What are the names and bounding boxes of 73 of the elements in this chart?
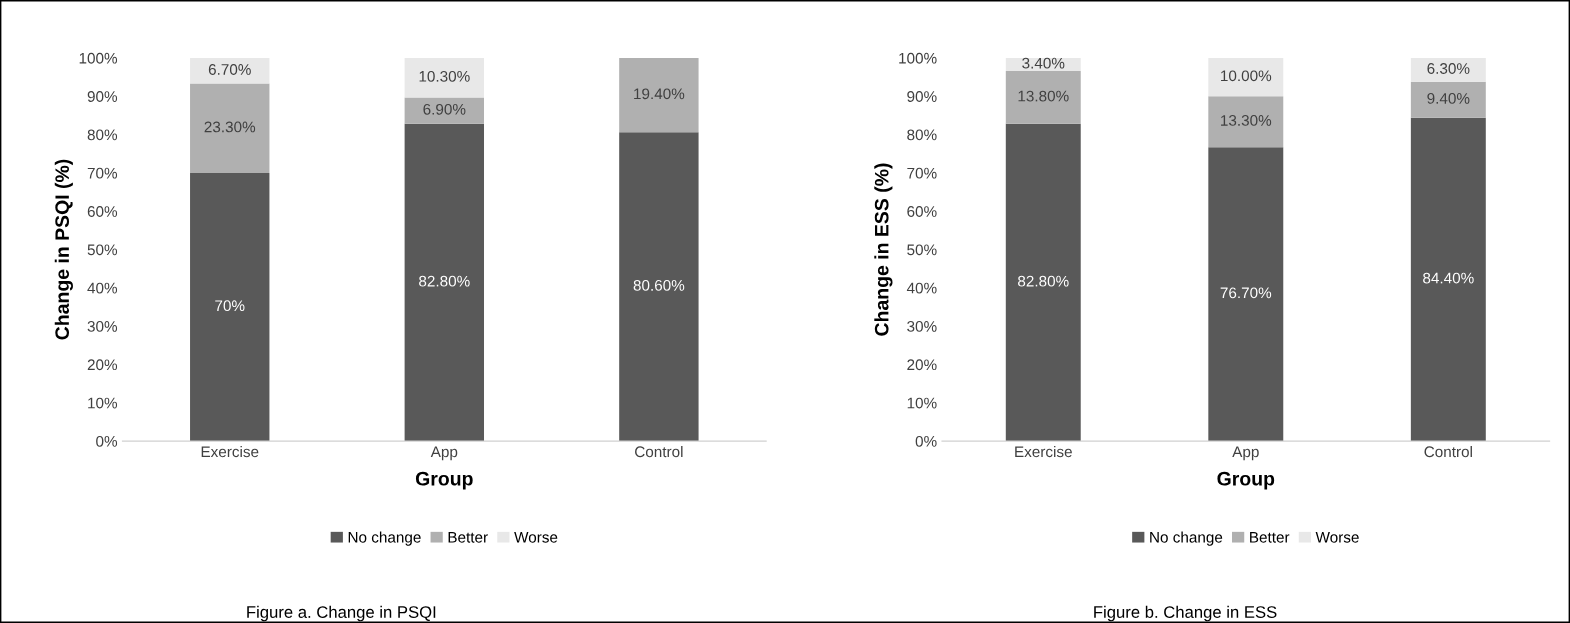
y-tick-label: 40% [87,282,118,294]
y-tick-label: 20% [907,359,937,371]
y-tick-label: 30% [907,321,937,332]
legend-label: No change [348,531,421,546]
y-tick-label: 90% [87,91,118,102]
y-axis-title: Change in PSQI (%) [54,159,73,340]
x-tick-label: Control [635,445,683,458]
legend-label: No change [1150,531,1223,546]
y-tick-label: 60% [87,206,118,217]
data-label: 82.80% [1018,275,1069,287]
x-tick-label: App [430,446,458,461]
y-tick-label: 90% [907,91,937,102]
text: Figure b. Change in ESS [1094,605,1277,622]
bar [1005,70,1081,124]
x-tick-label: Control [1424,445,1472,458]
bar [190,172,270,442]
bar [1410,117,1486,442]
y-tick-label: 70% [907,167,937,179]
data-label: 19.40% [634,88,685,100]
y-tick-label: 10% [907,397,937,409]
bar [619,57,699,133]
x-axis-title: Group [415,471,473,490]
data-label: 10.30% [419,70,470,82]
bar [1005,123,1081,442]
bar [404,57,484,98]
y-tick-label: 0% [96,435,118,447]
data-label: 84.40% [1423,272,1474,284]
y-tick-label: 10% [88,397,118,409]
data-label: 6.30% [1427,63,1470,74]
y-tick-label: 70% [87,167,118,179]
y-tick-label: 50% [87,244,118,256]
x-axis-title: Group [1217,471,1275,490]
bar [404,123,484,442]
y-axis-title: Change in ESS (%) [874,163,893,336]
y-tick-label: 100% [79,52,118,64]
text: Figure a. Change in PSQI [247,605,436,622]
data-label: 3.40% [1022,57,1065,69]
legend-label: Worse [1315,532,1359,543]
x-tick-label: App [1232,446,1259,461]
y-tick-label: 80% [87,129,118,141]
bar [1208,96,1284,148]
data-label: 80.60% [633,279,685,291]
data-label: 9.40% [1427,92,1470,104]
data-label: 13.30% [1221,115,1272,126]
data-label: 82.80% [419,275,470,287]
data-label: 6.70% [208,64,251,75]
data-label: 10.00% [1221,70,1272,82]
y-tick-label: 100% [899,52,937,64]
y-tick-label: 80% [907,129,937,141]
bar [404,97,484,124]
bar [1208,147,1284,442]
data-label: 70% [215,300,245,312]
x-tick-label: Exercise [1015,445,1072,458]
y-tick-label: 30% [87,321,118,332]
legend-label: Worse [514,532,558,543]
y-tick-label: 60% [907,206,937,217]
x-tick-label: Exercise [201,445,259,458]
bar [619,132,699,442]
y-tick-label: 0% [915,435,937,447]
bar [1208,57,1284,97]
bar [190,57,270,84]
bar [1410,57,1486,82]
y-tick-label: 50% [907,244,937,256]
data-label: 6.90% [423,103,466,115]
legend-label: Better [1250,532,1290,543]
data-label: 23.30% [204,121,256,133]
legend-label: Better [448,532,488,543]
data-label: 76.70% [1220,287,1272,299]
data-label: 13.80% [1018,90,1069,102]
bar [190,83,270,173]
y-tick-label: 40% [906,282,937,294]
y-tick-label: 20% [87,359,118,371]
bar [1410,81,1486,118]
